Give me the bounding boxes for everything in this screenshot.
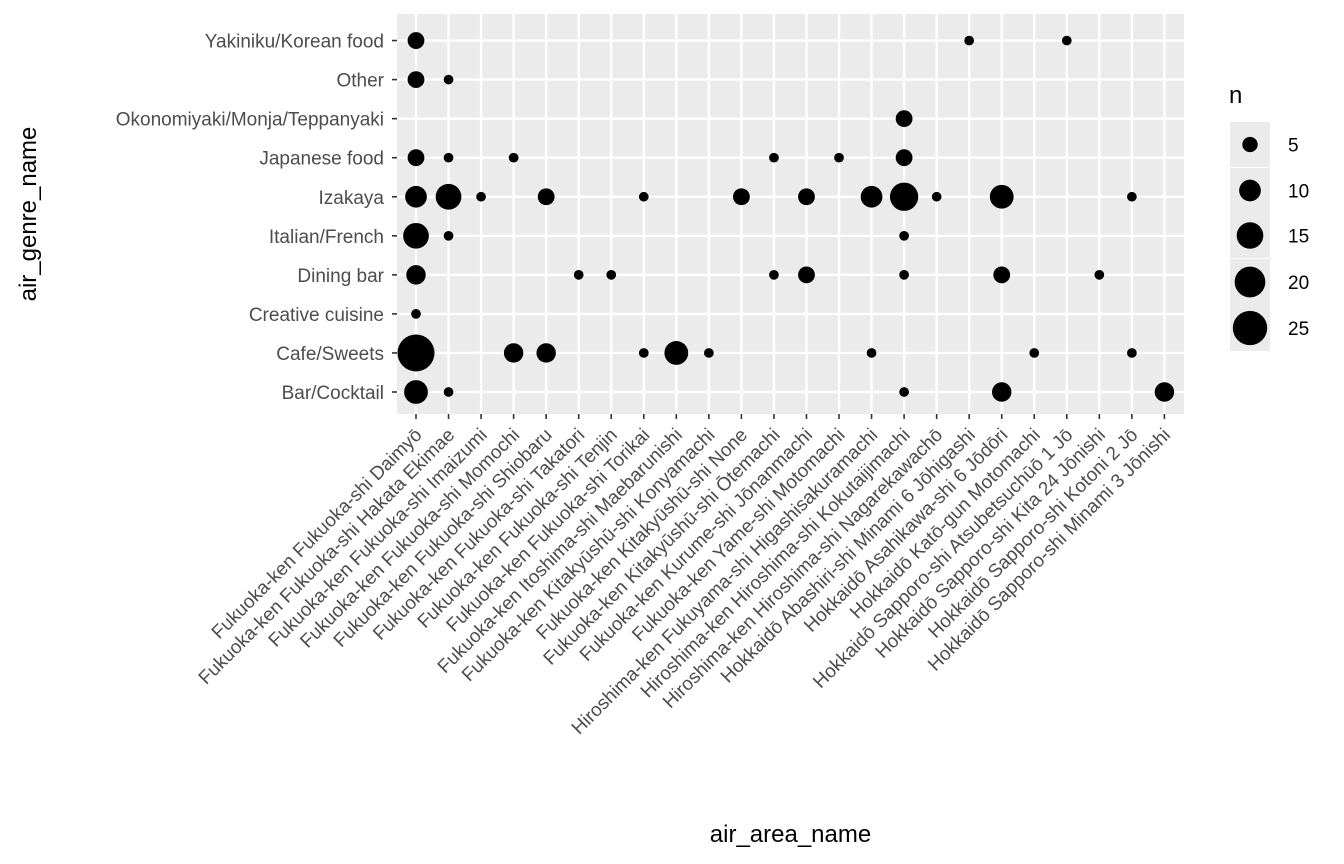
data-point: [397, 334, 435, 372]
data-point: [989, 184, 1014, 209]
data-point: [664, 341, 689, 365]
legend-key-point: [1242, 136, 1258, 153]
data-point: [407, 32, 425, 49]
data-point: [407, 71, 425, 89]
data-point: [435, 183, 462, 210]
data-point: [443, 387, 454, 397]
data-point: [443, 74, 454, 85]
y-tick-label: Cafe/Sweets: [276, 344, 384, 365]
legend-key-point: [1232, 310, 1268, 346]
data-point: [834, 152, 844, 163]
data-point: [1029, 348, 1040, 358]
data-point: [889, 182, 919, 211]
legend-label: 5: [1288, 136, 1299, 157]
data-point: [1061, 35, 1072, 46]
x-axis-title: air_area_name: [710, 821, 871, 848]
data-point: [899, 230, 909, 241]
data-point: [443, 152, 454, 163]
data-point: [407, 149, 425, 167]
legend-key-point: [1236, 222, 1264, 249]
y-tick-label: Dining bar: [297, 266, 384, 287]
data-point: [411, 309, 421, 319]
data-point: [638, 191, 649, 202]
legend-label: 10: [1288, 182, 1309, 203]
data-point: [537, 188, 555, 206]
data-point: [732, 188, 750, 206]
legend-label: 25: [1288, 319, 1309, 340]
y-tick-label: Yakiniku/Korean food: [205, 32, 384, 53]
data-point: [406, 265, 426, 285]
data-point: [606, 269, 617, 280]
data-point: [404, 380, 428, 404]
data-points: [397, 32, 1175, 404]
data-point: [638, 348, 649, 358]
data-point: [536, 343, 556, 363]
gridlines: [397, 14, 1184, 414]
legend-label: 20: [1288, 273, 1309, 294]
y-tick-label: Bar/Cocktail: [282, 383, 384, 404]
data-point: [476, 191, 486, 202]
y-tick-label: Izakaya: [319, 188, 385, 209]
data-point: [895, 110, 913, 128]
data-point: [899, 269, 909, 280]
data-point: [443, 230, 454, 241]
data-point: [899, 387, 909, 397]
data-point: [895, 149, 913, 167]
data-point: [1154, 382, 1175, 402]
data-point: [405, 185, 427, 208]
data-point: [798, 266, 815, 284]
data-point: [992, 382, 1012, 402]
data-point: [769, 269, 779, 280]
data-point: [769, 152, 779, 163]
y-tick-label: Creative cuisine: [249, 305, 384, 326]
data-point: [964, 35, 975, 46]
y-axis-title: air_genre_name: [15, 127, 42, 302]
legend-key-point: [1234, 266, 1266, 298]
y-tick-label: Okonomiyaki/Monja/Teppanyaki: [116, 110, 384, 131]
data-point: [508, 152, 519, 163]
y-tick-label: Other: [336, 71, 384, 92]
legend-label: 15: [1288, 227, 1309, 248]
data-point: [503, 343, 524, 363]
y-axis: Bar/Cocktail Cafe/Sweets Creative cuisine D…: [116, 32, 397, 404]
y-tick-label: Japanese food: [259, 149, 384, 170]
data-point: [866, 348, 877, 358]
data-point: [573, 269, 584, 280]
data-point: [1127, 348, 1137, 358]
data-point: [1094, 269, 1105, 280]
data-point: [993, 266, 1011, 284]
data-point: [798, 188, 815, 206]
data-point: [403, 222, 429, 249]
legend-key-point: [1239, 179, 1261, 202]
size-legend: n 5 10 15 20 25: [1229, 82, 1309, 351]
y-tick-label: Italian/French: [269, 227, 384, 248]
legend-title: n: [1229, 82, 1242, 109]
data-point: [1127, 191, 1137, 202]
data-point: [704, 348, 714, 358]
data-point: [931, 191, 942, 202]
data-point: [860, 185, 883, 208]
